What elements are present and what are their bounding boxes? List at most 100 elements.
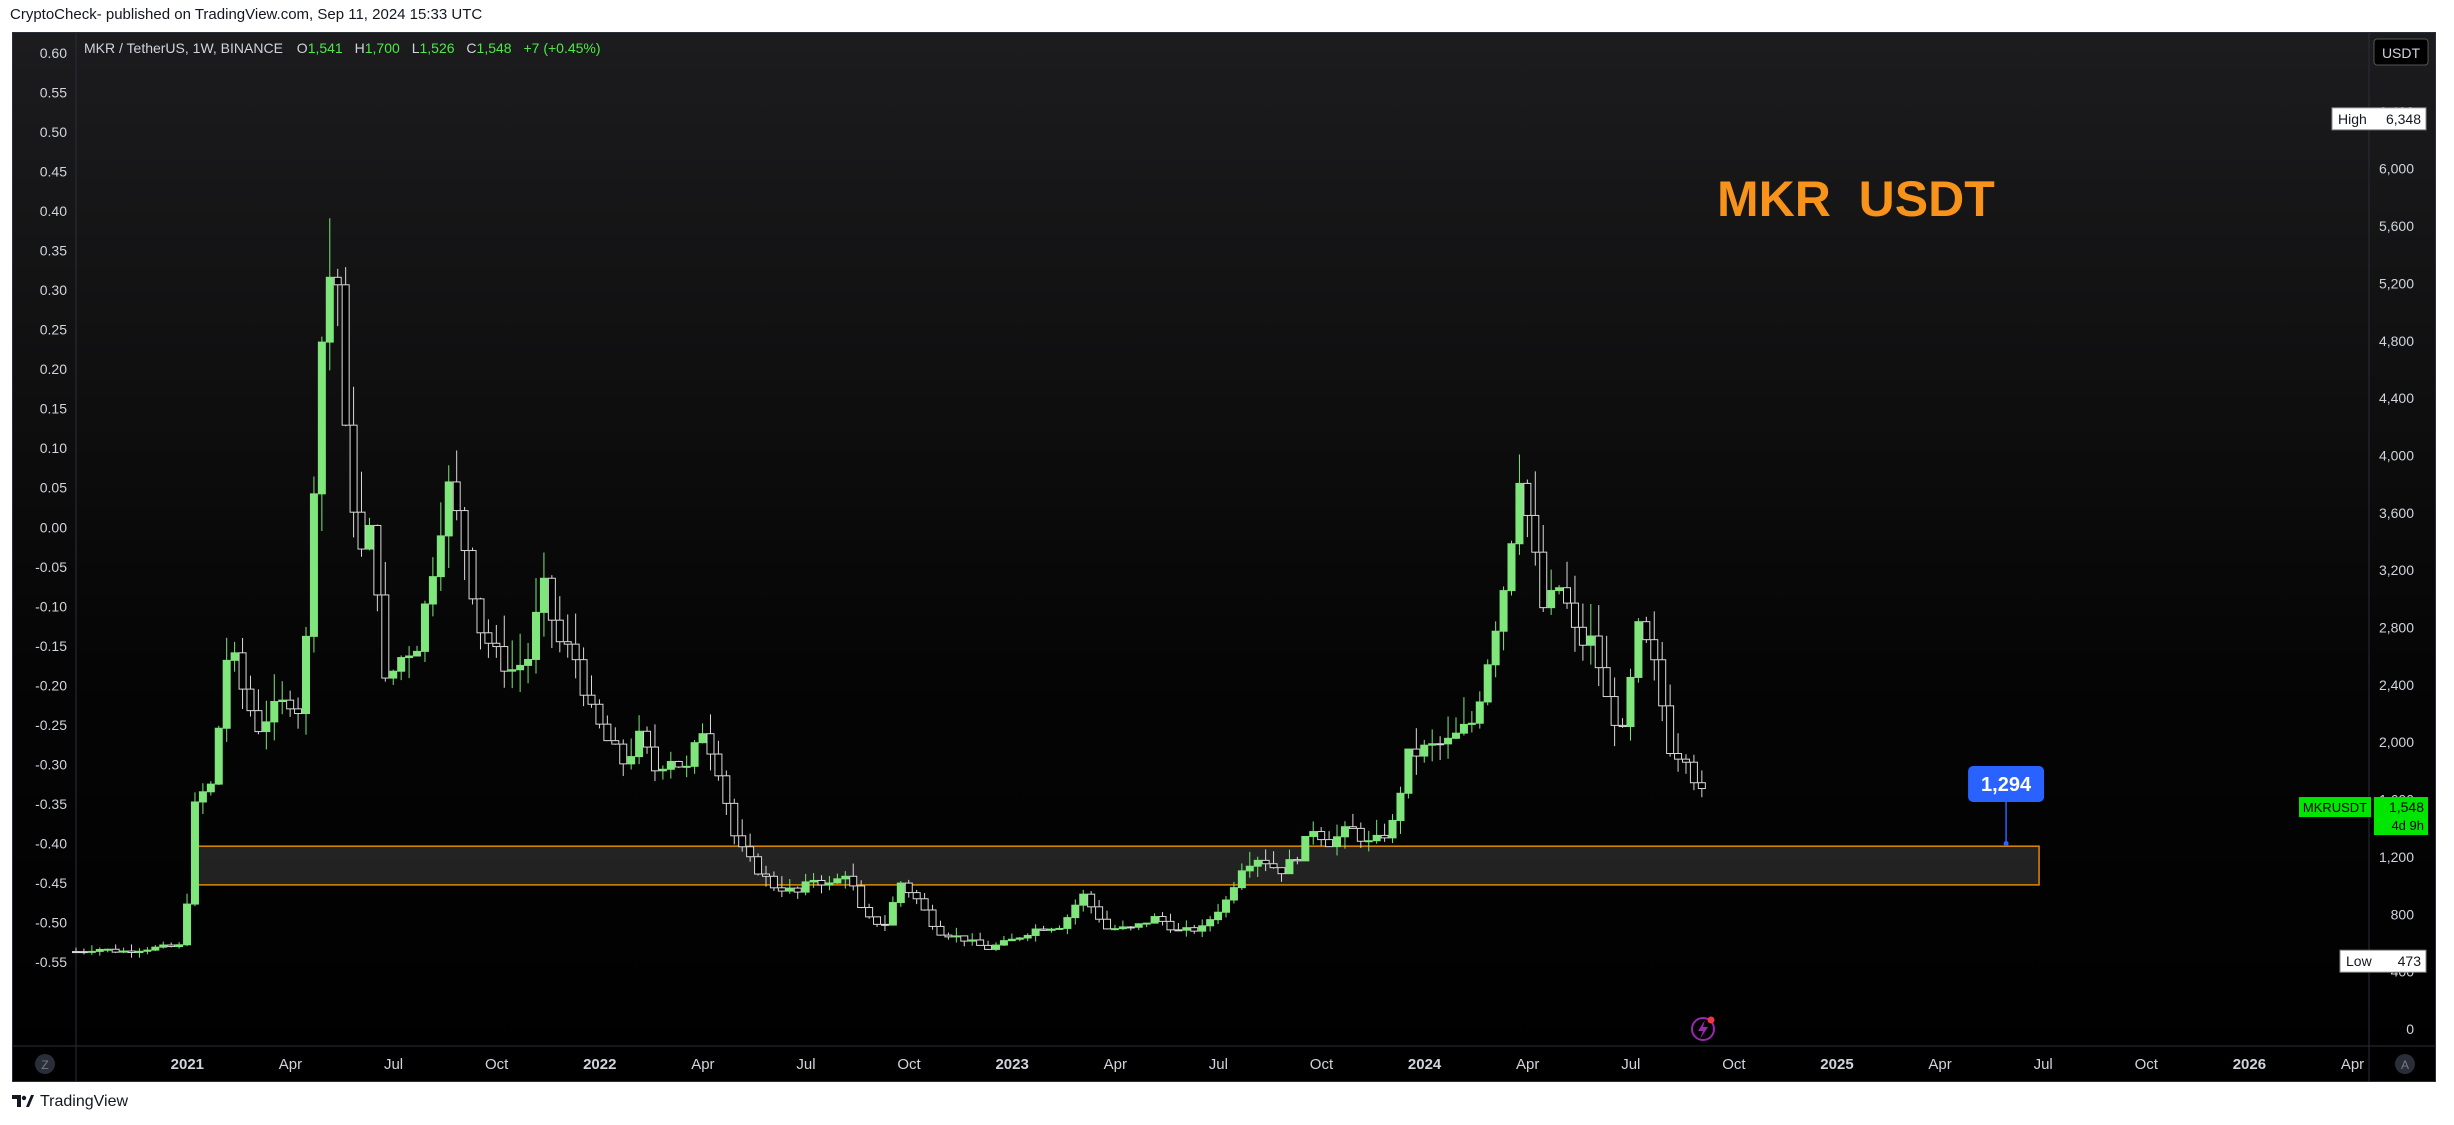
candle-body[interactable] [1198, 925, 1207, 932]
candle-body[interactable] [1507, 543, 1516, 592]
candle-body[interactable] [658, 768, 667, 772]
candle-body[interactable] [952, 935, 961, 938]
candle-body[interactable] [508, 669, 517, 672]
candle-body[interactable] [1666, 705, 1675, 755]
candle-body[interactable] [817, 879, 826, 886]
candle-body[interactable] [643, 730, 652, 748]
target-callout-box[interactable] [1968, 766, 2045, 802]
candle-body[interactable] [1253, 859, 1262, 867]
candle-body[interactable] [1642, 621, 1651, 641]
candle-body[interactable] [1356, 827, 1365, 842]
candle-body[interactable] [714, 753, 723, 777]
candle-body[interactable] [1063, 917, 1072, 929]
candle-body[interactable] [230, 652, 239, 661]
candle-body[interactable] [833, 878, 842, 884]
candle-body[interactable] [87, 950, 96, 953]
candle-body[interactable] [1023, 934, 1032, 939]
candle-body[interactable] [706, 733, 715, 755]
candle-body[interactable] [857, 885, 866, 909]
candle-body[interactable] [151, 946, 160, 951]
candle-body[interactable] [1007, 938, 1016, 942]
candle-body[interactable] [1475, 701, 1484, 724]
candle-body[interactable] [1206, 919, 1215, 927]
candle-body[interactable] [1309, 831, 1318, 837]
auto-scale-a-icon[interactable]: A [2395, 1054, 2415, 1074]
candle-body[interactable] [1071, 904, 1080, 919]
candle-body[interactable] [1570, 602, 1579, 628]
candle-body[interactable] [405, 655, 414, 659]
candle-body[interactable] [627, 756, 636, 765]
candle-body[interactable] [1142, 922, 1151, 925]
candle-body[interactable] [1047, 928, 1056, 931]
candlestick-chart[interactable]: MKR / TetherUS, 1W, BINANCE O1,541 H1,70… [13, 33, 2435, 1081]
candle-body[interactable] [159, 944, 168, 948]
candle-body[interactable] [1578, 626, 1587, 646]
candle-body[interactable] [373, 524, 382, 596]
candle-body[interactable] [880, 923, 889, 926]
candle-body[interactable] [1110, 928, 1119, 931]
candle-body[interactable] [888, 902, 897, 926]
candle-body[interactable] [1539, 551, 1548, 609]
candle-body[interactable] [785, 887, 794, 892]
candle-body[interactable] [349, 424, 358, 513]
candle-body[interactable] [999, 940, 1008, 946]
candle-body[interactable] [960, 935, 969, 942]
currency-unit-badge[interactable] [2373, 38, 2429, 66]
candle-body[interactable] [611, 740, 620, 745]
candle-body[interactable] [111, 948, 120, 953]
candle-body[interactable] [135, 950, 144, 954]
candle-body[interactable] [270, 701, 279, 723]
candle-body[interactable] [389, 670, 398, 679]
candle-body[interactable] [1396, 792, 1405, 821]
candle-body[interactable] [72, 951, 80, 954]
candle-body[interactable] [1103, 918, 1112, 930]
candle-body[interactable] [317, 341, 326, 495]
candle-body[interactable] [1039, 928, 1048, 931]
candle-body[interactable] [103, 948, 112, 951]
candle-body[interactable] [944, 934, 953, 938]
candle-body[interactable] [674, 760, 683, 768]
candle-body[interactable] [547, 577, 556, 621]
candle-body[interactable] [1126, 926, 1135, 929]
candle-body[interactable] [1681, 758, 1690, 763]
candle-body[interactable] [381, 594, 390, 679]
candle-body[interactable] [896, 882, 905, 904]
candle-body[interactable] [1190, 927, 1199, 932]
candle-body[interactable] [436, 535, 445, 578]
candle-body[interactable] [460, 510, 469, 552]
candle-body[interactable] [1451, 732, 1460, 739]
candle-body[interactable] [698, 733, 707, 744]
candle-body[interactable] [873, 916, 882, 925]
candle-body[interactable] [912, 892, 921, 900]
candle-body[interactable] [1317, 831, 1326, 841]
candle-body[interactable] [793, 887, 802, 893]
candle-body[interactable] [198, 791, 207, 803]
candle-body[interactable] [761, 873, 770, 877]
candle-body[interactable] [1293, 859, 1302, 862]
candle-body[interactable] [1388, 819, 1397, 839]
candle-body[interactable] [1420, 744, 1429, 757]
candle-body[interactable] [1158, 916, 1167, 922]
candle-body[interactable] [984, 944, 993, 950]
candle-body[interactable] [746, 846, 755, 858]
candle-body[interactable] [1237, 870, 1246, 889]
candle-body[interactable] [397, 657, 406, 672]
candle-body[interactable] [801, 881, 810, 893]
candle-body[interactable] [619, 743, 628, 765]
candle-body[interactable] [286, 699, 295, 710]
candle-body[interactable] [1348, 826, 1357, 829]
candle-body[interactable] [531, 611, 540, 660]
candle-body[interactable] [246, 688, 255, 712]
candle-body[interactable] [420, 603, 429, 652]
candle-body[interactable] [484, 632, 493, 644]
candle-body[interactable] [492, 642, 501, 648]
candle-body[interactable] [1689, 761, 1698, 784]
candle-body[interactable] [539, 577, 548, 613]
candle-body[interactable] [650, 746, 659, 772]
candle-body[interactable] [928, 909, 937, 927]
candle-body[interactable] [1364, 840, 1373, 843]
candle-body[interactable] [738, 835, 747, 848]
candle-body[interactable] [444, 481, 453, 537]
candle-body[interactable] [595, 703, 604, 725]
candle-body[interactable] [1269, 863, 1278, 869]
